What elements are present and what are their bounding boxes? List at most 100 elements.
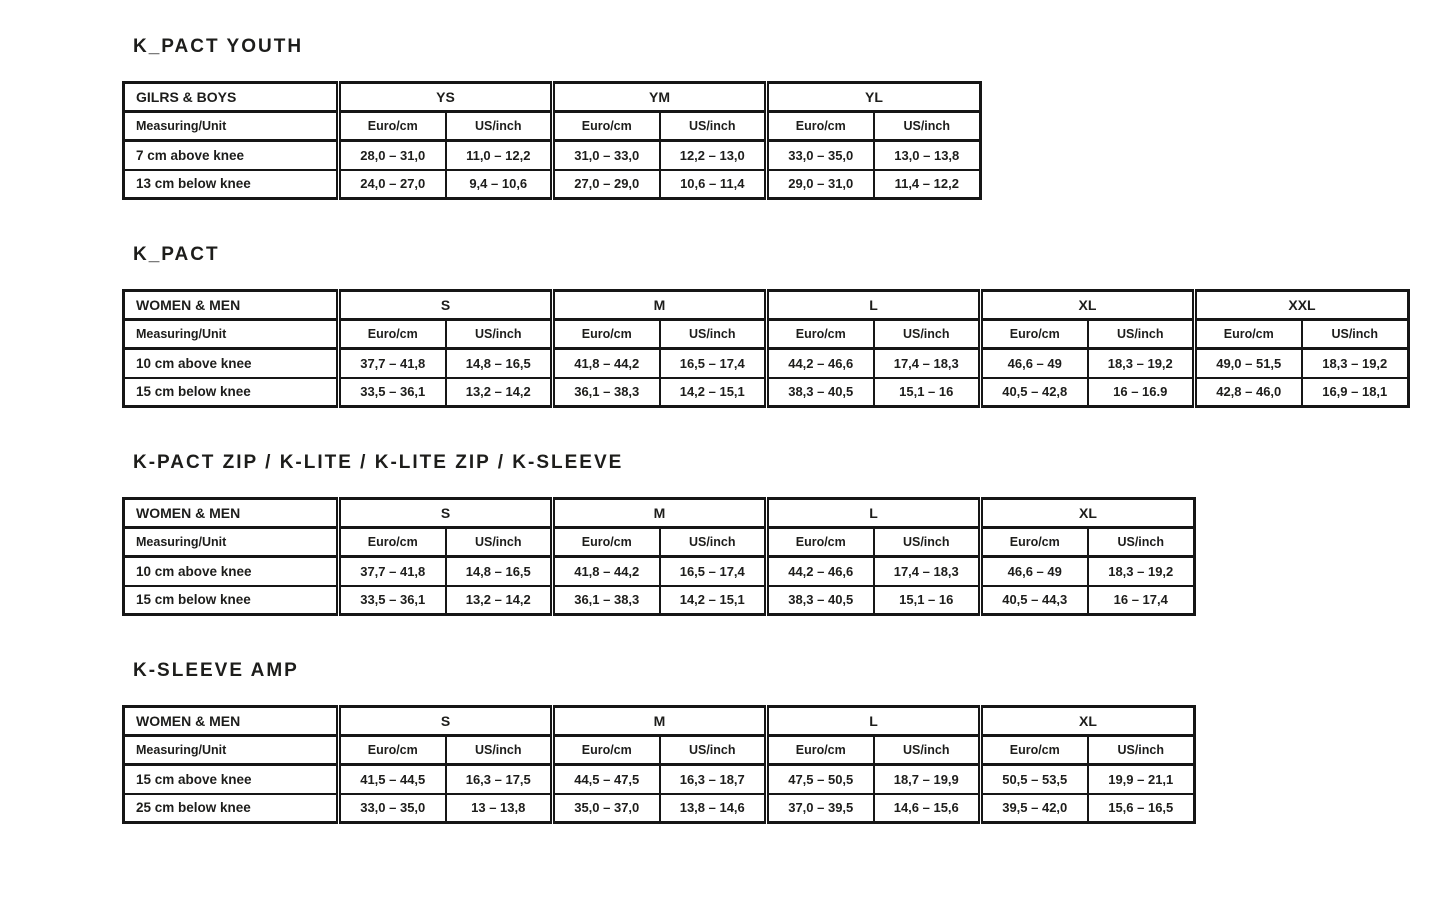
measurement-value: 36,1 – 38,3 — [550, 584, 661, 616]
size-table: WOMEN & MEN S M L XL Measuring/Unit Euro/cm US/… — [122, 705, 1196, 824]
size-header: L — [764, 497, 982, 529]
measurement-row: 15 cm above knee 41,5 – 44,5 16,3 – 17,5 44… — [122, 763, 1196, 795]
audience-label: WOMEN & MEN — [122, 289, 340, 321]
unit-header: Euro/cm — [978, 526, 1089, 558]
unit-header: US/inch — [444, 734, 554, 766]
measurement-value: 33,0 – 35,0 — [764, 139, 875, 171]
measurement-row-label: 25 cm below knee — [122, 792, 340, 824]
measurement-row: 7 cm above knee 28,0 – 31,0 11,0 – 12,2 31,… — [122, 139, 982, 171]
measurement-value: 37,7 – 41,8 — [336, 347, 447, 379]
measurement-row-label: 15 cm above knee — [122, 763, 340, 795]
size-header: S — [336, 289, 554, 321]
measurement-value: 19,9 – 21,1 — [1086, 763, 1196, 795]
size-table-host: WOMEN & MEN S M L XL XXL Measuring/Unit Euro/cm… — [122, 289, 1445, 408]
measurement-value: 35,0 – 37,0 — [550, 792, 661, 824]
size-header: M — [550, 289, 768, 321]
section-k-pact-zip-k-lite-k-sleeve: K-PACT ZIP / K-LITE / K-LITE ZIP / K-SLE… — [122, 452, 1445, 616]
size-table-host: GILRS & BOYS YS YM YL Measuring/Unit Euro/cm U… — [122, 81, 1445, 200]
size-chart-page: K_PACT YOUTH GILRS & BOYS YS YM YL Measuring… — [122, 36, 1445, 824]
unit-header: Euro/cm — [1192, 318, 1303, 350]
unit-header: US/inch — [1086, 734, 1196, 766]
size-table: WOMEN & MEN S M L XL XXL Measuring/Unit Euro/cm… — [122, 289, 1410, 408]
measurement-value: 16,5 – 17,4 — [658, 555, 768, 587]
size-header: XL — [978, 497, 1196, 529]
unit-header: Euro/cm — [978, 734, 1089, 766]
measurement-value: 38,3 – 40,5 — [764, 584, 875, 616]
measurement-value: 15,6 – 16,5 — [1086, 792, 1196, 824]
measurement-value: 16 – 16.9 — [1086, 376, 1196, 408]
unit-header: US/inch — [444, 318, 554, 350]
measurement-value: 13,2 – 14,2 — [444, 584, 554, 616]
measurement-value: 16,3 – 18,7 — [658, 763, 768, 795]
section-title-k-sleeve-amp: K-SLEEVE AMP — [133, 660, 299, 681]
section-k-pact: K_PACT WOMEN & MEN S M L XL XXL Measuring/Unit… — [122, 244, 1445, 408]
size-header: M — [550, 705, 768, 737]
measurement-value: 33,5 – 36,1 — [336, 376, 447, 408]
section-k-sleeve-amp: K-SLEEVE AMP WOMEN & MEN S M L XL Measuring/U… — [122, 660, 1445, 824]
measurement-row: 15 cm below knee 33,5 – 36,1 13,2 – 14,2 36… — [122, 376, 1410, 408]
measurement-value: 33,5 – 36,1 — [336, 584, 447, 616]
measurement-value: 39,5 – 42,0 — [978, 792, 1089, 824]
size-header: YS — [336, 81, 554, 113]
measurement-value: 15,1 – 16 — [872, 584, 982, 616]
measurement-value: 12,2 – 13,0 — [658, 139, 768, 171]
measurement-value: 44,5 – 47,5 — [550, 763, 661, 795]
measurement-value: 41,5 – 44,5 — [336, 763, 447, 795]
unit-row-label: Measuring/Unit — [122, 318, 340, 350]
unit-header: Euro/cm — [336, 526, 447, 558]
size-header: YL — [764, 81, 982, 113]
unit-header: Euro/cm — [764, 318, 875, 350]
measurement-value: 14,2 – 15,1 — [658, 376, 768, 408]
unit-header: US/inch — [658, 526, 768, 558]
measurement-value: 13,0 – 13,8 — [872, 139, 982, 171]
size-table-host: WOMEN & MEN S M L XL Measuring/Unit Euro/cm US/… — [122, 705, 1445, 824]
size-header: S — [336, 705, 554, 737]
measurement-value: 37,0 – 39,5 — [764, 792, 875, 824]
unit-row-label: Measuring/Unit — [122, 734, 340, 766]
audience-label: WOMEN & MEN — [122, 705, 340, 737]
size-table: WOMEN & MEN S M L XL Measuring/Unit Euro/cm US/… — [122, 497, 1196, 616]
measurement-value: 14,8 – 16,5 — [444, 347, 554, 379]
size-header: YM — [550, 81, 768, 113]
measurement-value: 14,2 – 15,1 — [658, 584, 768, 616]
unit-row-label: Measuring/Unit — [122, 526, 340, 558]
size-header: S — [336, 497, 554, 529]
measurement-row-label: 13 cm below knee — [122, 168, 340, 200]
unit-header: Euro/cm — [764, 110, 875, 142]
measurement-row: 25 cm below knee 33,0 – 35,0 13 – 13,8 35,0… — [122, 792, 1196, 824]
measurement-value: 18,3 – 19,2 — [1300, 347, 1410, 379]
unit-header: US/inch — [1086, 318, 1196, 350]
measurement-value: 11,0 – 12,2 — [444, 139, 554, 171]
measurement-value: 11,4 – 12,2 — [872, 168, 982, 200]
measurement-value: 16,9 – 18,1 — [1300, 376, 1410, 408]
unit-header: Euro/cm — [764, 734, 875, 766]
measurement-value: 18,3 – 19,2 — [1086, 347, 1196, 379]
measurement-row-label: 10 cm above knee — [122, 347, 340, 379]
section-title-k-pact-zip-k-lite-k-sleeve: K-PACT ZIP / K-LITE / K-LITE ZIP / K-SLE… — [133, 452, 624, 473]
unit-header: US/inch — [444, 526, 554, 558]
measurement-value: 13,8 – 14,6 — [658, 792, 768, 824]
size-header: M — [550, 497, 768, 529]
unit-header: Euro/cm — [336, 734, 447, 766]
size-header: XL — [978, 705, 1196, 737]
unit-header: Euro/cm — [550, 526, 661, 558]
measurement-value: 18,7 – 19,9 — [872, 763, 982, 795]
measurement-value: 24,0 – 27,0 — [336, 168, 447, 200]
unit-header: Euro/cm — [336, 110, 447, 142]
measurement-value: 14,8 – 16,5 — [444, 555, 554, 587]
unit-header: Euro/cm — [978, 318, 1089, 350]
unit-header: US/inch — [872, 734, 982, 766]
measurement-value: 10,6 – 11,4 — [658, 168, 768, 200]
measurement-value: 28,0 – 31,0 — [336, 139, 447, 171]
measurement-value: 33,0 – 35,0 — [336, 792, 447, 824]
measurement-value: 29,0 – 31,0 — [764, 168, 875, 200]
size-table: GILRS & BOYS YS YM YL Measuring/Unit Euro/cm U… — [122, 81, 982, 200]
measurement-value: 15,1 – 16 — [872, 376, 982, 408]
measurement-value: 44,2 – 46,6 — [764, 555, 875, 587]
unit-header: Euro/cm — [764, 526, 875, 558]
measurement-row: 10 cm above knee 37,7 – 41,8 14,8 – 16,5 41… — [122, 347, 1410, 379]
measurement-value: 31,0 – 33,0 — [550, 139, 661, 171]
measurement-row-label: 15 cm below knee — [122, 376, 340, 408]
section-k-pact-youth: K_PACT YOUTH GILRS & BOYS YS YM YL Measuring… — [122, 36, 1445, 200]
unit-header: US/inch — [1086, 526, 1196, 558]
